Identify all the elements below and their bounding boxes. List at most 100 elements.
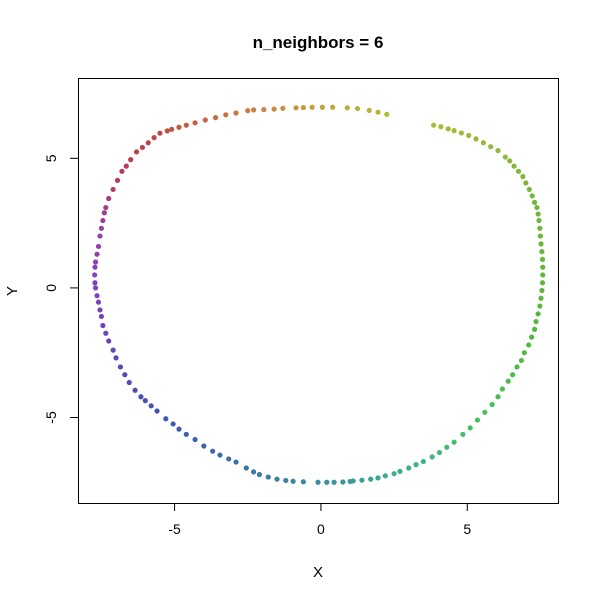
data-point (94, 293, 100, 299)
data-point (330, 104, 336, 110)
x-tick-label: 0 (317, 521, 325, 537)
data-point (176, 124, 182, 130)
data-point (145, 140, 151, 146)
data-point (92, 280, 98, 286)
data-point (488, 144, 494, 150)
data-point (119, 168, 125, 174)
data-point (523, 180, 529, 186)
data-point (540, 272, 546, 278)
data-point (391, 471, 397, 477)
data-point (436, 449, 443, 456)
data-point (539, 256, 546, 263)
data-point (537, 303, 543, 309)
data-point (113, 355, 119, 361)
data-point (243, 465, 249, 471)
y-axis: -5 0 5 (43, 154, 78, 424)
x-tick-label: -5 (168, 521, 181, 537)
data-point (538, 241, 544, 247)
data-point (375, 109, 381, 115)
data-point (502, 154, 508, 160)
data-point (169, 126, 175, 132)
data-point (529, 334, 535, 340)
data-point (534, 204, 540, 211)
data-point (451, 439, 457, 445)
data-point (535, 311, 541, 317)
data-point (223, 112, 229, 118)
data-point (103, 204, 109, 211)
data-point (535, 211, 541, 217)
data-point (251, 107, 257, 113)
data-point (233, 110, 239, 116)
data-point (366, 107, 372, 113)
data-point (106, 195, 112, 202)
data-point (170, 421, 176, 427)
data-point (142, 398, 148, 404)
chart-title: n_neighbors = 6 (253, 33, 384, 52)
data-point (319, 104, 325, 110)
data-point (413, 462, 419, 468)
data-point (445, 126, 451, 132)
data-point (518, 357, 525, 364)
data-point (350, 478, 356, 484)
data-point (529, 193, 535, 199)
y-axis-label: Y (4, 286, 21, 296)
data-point (271, 106, 277, 112)
data-point (474, 417, 481, 423)
data-point (531, 326, 538, 332)
data-point (482, 409, 488, 415)
data-point (163, 416, 169, 422)
data-point (192, 436, 198, 443)
data-point (511, 163, 517, 169)
data-point (280, 105, 286, 111)
data-point (106, 338, 112, 344)
data-point (274, 476, 280, 482)
data-point (444, 444, 450, 450)
data-point (354, 105, 361, 112)
data-point (293, 105, 299, 111)
data-point (110, 347, 116, 353)
data-point (132, 387, 138, 393)
data-point (245, 108, 251, 114)
data-point (375, 475, 381, 481)
data-point (148, 403, 154, 409)
data-point (157, 130, 163, 136)
data-point (531, 199, 538, 205)
data-point (324, 479, 330, 485)
data-point (466, 132, 472, 139)
data-point (138, 394, 144, 400)
data-point (233, 459, 239, 465)
data-point (520, 173, 526, 180)
data-point (507, 158, 513, 164)
data-point (201, 443, 207, 449)
data-point (539, 280, 546, 286)
data-point (539, 287, 545, 294)
data-point (533, 318, 539, 325)
data-point (420, 458, 426, 465)
data-point (495, 394, 501, 400)
data-point (192, 120, 198, 126)
data-point (539, 249, 545, 255)
data-point (536, 217, 542, 224)
data-point (97, 307, 103, 313)
data-point (344, 105, 350, 111)
data-point (438, 124, 444, 130)
data-point (499, 386, 505, 392)
data-point (98, 313, 105, 320)
data-point (123, 163, 129, 169)
data-point (139, 144, 145, 151)
data-point (537, 233, 544, 239)
data-point (309, 104, 315, 110)
y-tick-label: -5 (43, 411, 59, 424)
data-point (114, 177, 121, 183)
plot-frame (78, 78, 559, 504)
data-point (537, 225, 543, 231)
data-point (451, 128, 457, 134)
data-point (473, 136, 479, 142)
data-point (98, 225, 105, 231)
data-point (226, 456, 232, 462)
data-point (290, 478, 296, 484)
data-point (100, 322, 106, 329)
data-point (458, 130, 465, 136)
data-point (261, 107, 267, 113)
